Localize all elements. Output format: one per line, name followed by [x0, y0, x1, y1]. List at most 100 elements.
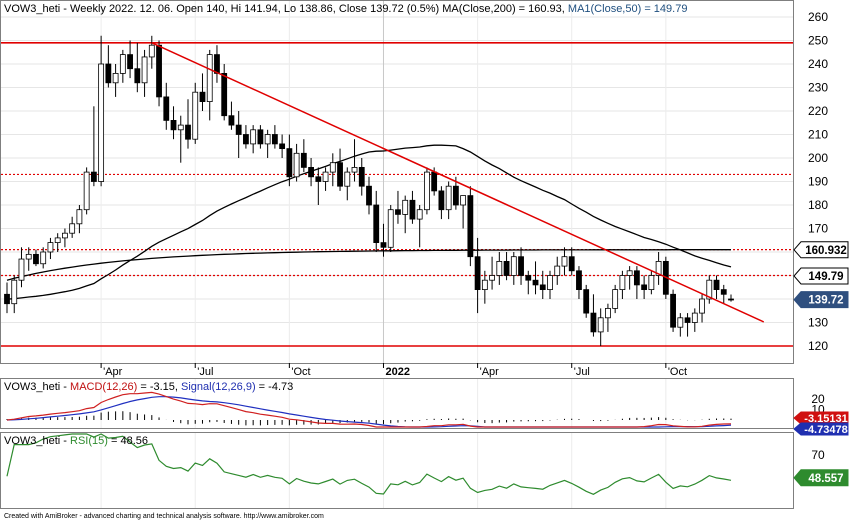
- candle-body: [387, 209, 394, 248]
- candle-body: [206, 54, 213, 102]
- candle: [264, 129, 271, 158]
- candle-body: [148, 44, 155, 58]
- moving-averages: [6, 144, 732, 300]
- candle-body: [271, 134, 278, 145]
- candle: [547, 270, 553, 299]
- candle-body: [438, 190, 445, 211]
- candle-body: [293, 152, 300, 178]
- candle-body: [199, 91, 206, 102]
- macd-value-label: -4.73478: [793, 422, 849, 436]
- candle: [597, 308, 604, 346]
- candle-body: [119, 54, 126, 74]
- price-label: 160.932: [793, 241, 849, 259]
- macd-header-signal-value: = -4.73: [256, 381, 294, 393]
- candle-body: [641, 284, 648, 290]
- candle: [257, 125, 264, 149]
- rsi-value-text: 48.557: [808, 473, 843, 485]
- candle: [11, 275, 18, 314]
- candle: [300, 139, 307, 173]
- price-label-text: 139.72: [808, 295, 843, 307]
- candle: [221, 64, 228, 121]
- candle: [337, 148, 343, 191]
- candle: [489, 256, 495, 290]
- price-label: 139.72: [793, 291, 849, 309]
- candle-body: [257, 129, 264, 145]
- candle-body: [373, 204, 380, 243]
- macd-header-symbol: VOW3_heti: [4, 381, 60, 393]
- candle-body: [243, 134, 249, 145]
- candle: [25, 247, 32, 271]
- candle-body: [539, 284, 546, 290]
- candlesticks: [4, 35, 734, 346]
- candle: [170, 106, 177, 140]
- candle: [699, 294, 705, 323]
- trendline: [151, 42, 765, 323]
- x-tick-label: 'Oct: [668, 366, 687, 378]
- candle-body: [503, 260, 510, 276]
- candle: [18, 247, 25, 288]
- candle: [344, 167, 351, 201]
- header-ma50: MA1(Close,50) = 149.79: [568, 3, 688, 15]
- candle: [358, 158, 365, 196]
- candle: [612, 284, 619, 314]
- candle: [119, 49, 126, 83]
- candle-body: [481, 279, 488, 291]
- candle-body: [677, 317, 684, 328]
- candle-body: [728, 298, 734, 301]
- y-tick-label: 170: [808, 222, 828, 236]
- macd-value-box: [793, 422, 849, 436]
- candle-body: [518, 256, 524, 276]
- candle-body: [684, 317, 691, 323]
- candle-body: [141, 56, 148, 84]
- candle: [641, 275, 648, 299]
- candle-body: [590, 312, 597, 333]
- candle-body: [561, 256, 568, 267]
- candle-body: [4, 293, 10, 305]
- candle: [243, 125, 249, 149]
- candle: [467, 186, 474, 267]
- rsi-value-box: [793, 469, 849, 487]
- price-labels: 160.932 149.79 139.72: [793, 241, 849, 309]
- candle: [539, 270, 546, 299]
- candle: [33, 249, 39, 267]
- price-header: VOW3_heti - Weekly 2022. 12. 06. Open 14…: [4, 3, 687, 15]
- candle-body: [409, 199, 416, 220]
- ma50-line: [6, 144, 732, 300]
- candle-body: [127, 54, 133, 70]
- candle-body: [597, 317, 604, 333]
- candle: [235, 111, 242, 158]
- candle: [510, 252, 517, 285]
- candle: [395, 190, 401, 224]
- candle-body: [568, 256, 575, 272]
- candle: [677, 313, 684, 337]
- trendline-segment: [151, 42, 765, 323]
- candle-body: [474, 256, 481, 291]
- candle-body: [11, 279, 18, 305]
- candle-body: [344, 171, 351, 187]
- y-tick-label: 120: [808, 339, 828, 353]
- candle: [605, 303, 611, 332]
- macd-header-macd: MACD(12,26): [70, 381, 137, 393]
- x-tick-label: 'Jul: [574, 366, 590, 378]
- candle-body: [467, 195, 474, 258]
- candle: [409, 190, 416, 224]
- candle-body: [214, 54, 220, 74]
- candle-body: [380, 242, 387, 248]
- candle-body: [395, 209, 401, 215]
- candle: [105, 45, 112, 88]
- rsi-panel: 70 48.557: [6, 433, 849, 495]
- candle: [481, 270, 488, 304]
- candle: [112, 64, 119, 97]
- candle-body: [62, 232, 68, 239]
- candle: [380, 223, 387, 257]
- candle-body: [18, 258, 25, 281]
- candle: [445, 181, 452, 220]
- candle: [308, 158, 314, 187]
- y-tick-label: 200: [808, 151, 828, 165]
- candle-body: [54, 237, 61, 243]
- candle-body: [351, 166, 358, 173]
- candle-body: [576, 270, 582, 290]
- candle-body: [655, 260, 662, 276]
- candle-body: [583, 289, 590, 314]
- rsi-header-symbol: VOW3_heti: [4, 435, 60, 447]
